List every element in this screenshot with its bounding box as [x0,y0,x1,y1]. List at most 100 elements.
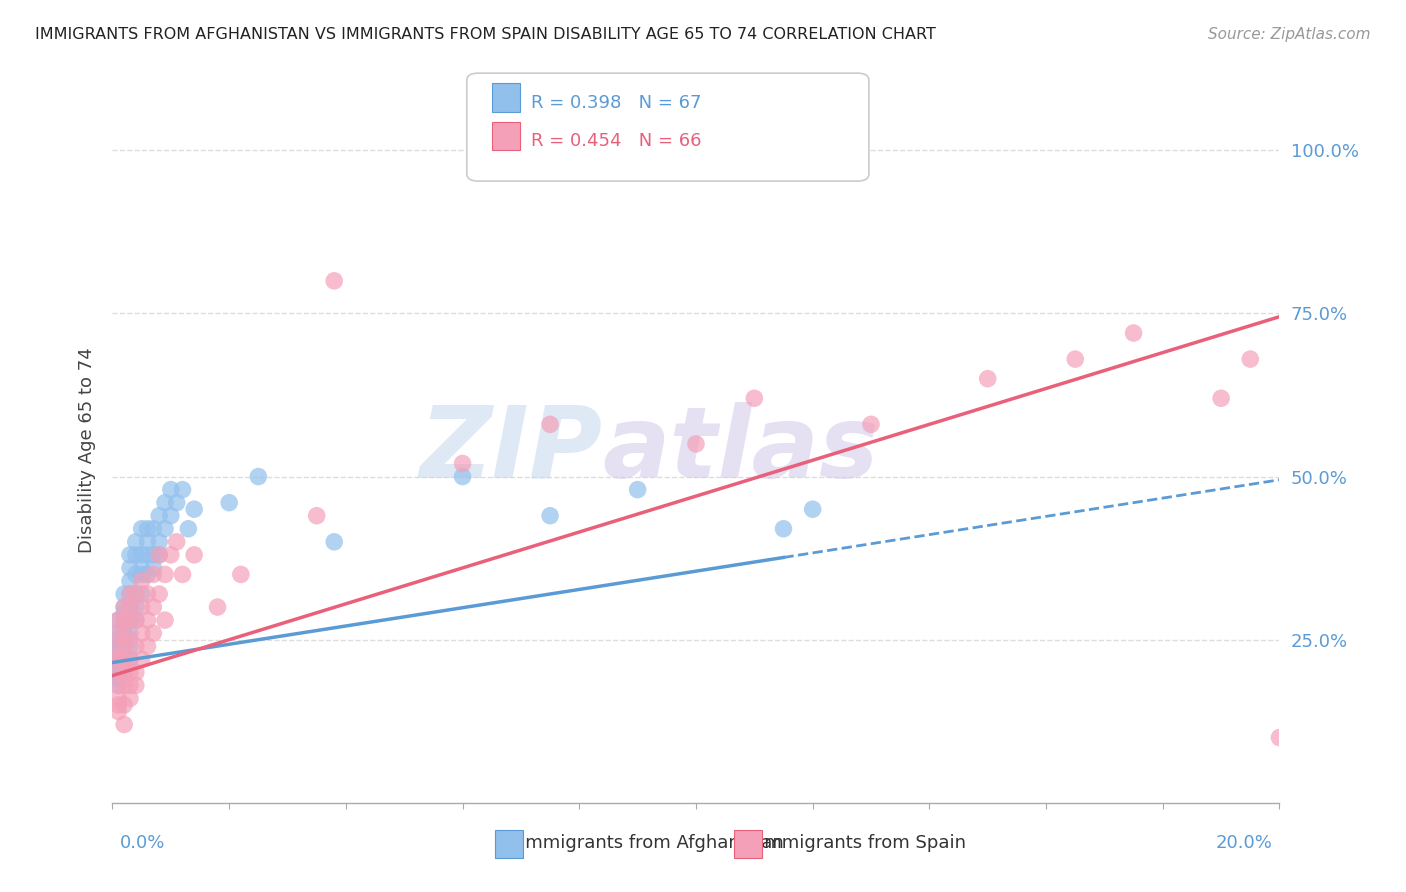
Point [1209,391,1232,405]
Point [172,483,194,497]
Point [166,496,188,510]
Point [118,665,141,680]
Point [118,678,141,692]
Point [118,652,141,666]
Point [148,587,170,601]
Point [229,567,252,582]
Point [118,548,141,562]
Point [112,678,135,692]
Point [136,534,159,549]
Point [125,587,148,601]
Point [148,508,170,523]
Point [142,626,165,640]
Point [107,639,129,653]
Point [148,548,170,562]
Point [131,626,153,640]
Point [148,548,170,562]
Point [107,672,129,686]
Point [125,665,148,680]
Text: R = 0.454   N = 66: R = 0.454 N = 66 [531,132,702,150]
Point [112,632,135,647]
Point [136,548,159,562]
Point [142,548,165,562]
Point [112,600,135,615]
Point [107,639,129,653]
Point [183,502,205,516]
Point [112,717,135,731]
Point [112,626,135,640]
Point [118,600,141,615]
Text: 0.0%: 0.0% [120,834,165,852]
Point [177,522,200,536]
Point [112,652,135,666]
Point [136,522,159,536]
Point [107,626,129,640]
Point [118,561,141,575]
Point [118,691,141,706]
Point [112,613,135,627]
Point [153,613,176,627]
Point [142,561,165,575]
Point [107,626,129,640]
Point [142,600,165,615]
Point [107,646,129,660]
Point [107,665,129,680]
Point [538,417,561,432]
Point [107,665,129,680]
Point [112,665,135,680]
Point [118,574,141,588]
Point [323,274,346,288]
Point [107,658,129,673]
Point [218,496,240,510]
Text: R = 0.398   N = 67: R = 0.398 N = 67 [531,94,702,112]
Point [131,587,153,601]
Point [538,508,561,523]
Point [183,548,205,562]
Point [118,626,141,640]
Point [107,652,129,666]
Text: atlas: atlas [603,402,879,499]
Point [125,548,148,562]
Point [131,548,153,562]
Point [685,437,707,451]
Point [1064,352,1087,367]
Point [125,567,148,582]
Text: ZIP: ZIP [419,402,603,499]
Point [125,613,148,627]
Point [125,587,148,601]
Point [107,613,129,627]
Point [118,613,141,627]
Text: IMMIGRANTS FROM AFGHANISTAN VS IMMIGRANTS FROM SPAIN DISABILITY AGE 65 TO 74 COR: IMMIGRANTS FROM AFGHANISTAN VS IMMIGRANT… [35,27,936,42]
Point [112,665,135,680]
Point [860,417,883,432]
Point [112,626,135,640]
Point [112,587,135,601]
Point [1268,731,1291,745]
Point [742,391,765,405]
Point [451,469,474,483]
Point [107,678,129,692]
Text: 20.0%: 20.0% [1216,834,1272,852]
Point [305,508,328,523]
Point [125,678,148,692]
Point [131,652,153,666]
Point [125,534,148,549]
Point [166,534,188,549]
Text: Immigrants from Afghanistan: Immigrants from Afghanistan [520,834,785,852]
Point [1239,352,1261,367]
Text: Source: ZipAtlas.com: Source: ZipAtlas.com [1208,27,1371,42]
Point [107,705,129,719]
Point [153,567,176,582]
Point [131,567,153,582]
Point [153,496,176,510]
Point [1122,326,1144,340]
Point [125,613,148,627]
Point [112,698,135,712]
Text: Immigrants from Spain: Immigrants from Spain [759,834,966,852]
Point [125,639,148,653]
Point [112,613,135,627]
Point [801,502,824,516]
Point [172,567,194,582]
Point [136,639,159,653]
Point [107,652,129,666]
